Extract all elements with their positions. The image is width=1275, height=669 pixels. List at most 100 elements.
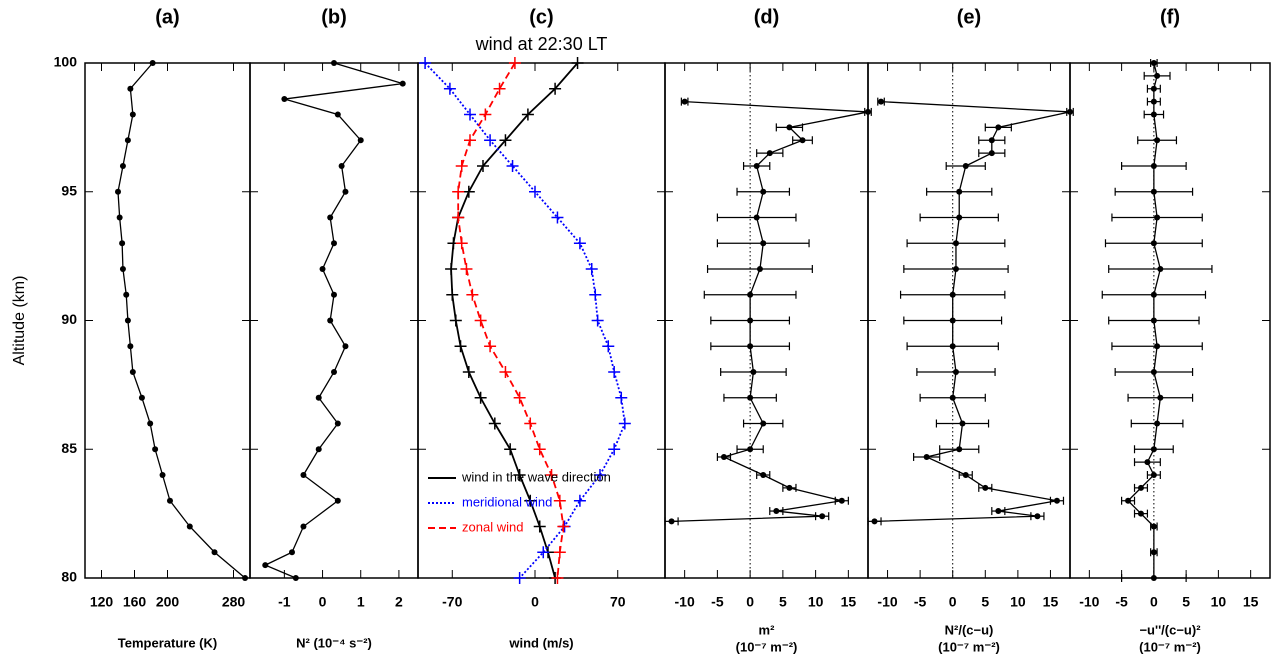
panel-subtitle: wind at 22:30 LT [475,34,608,54]
dot-marker [773,508,780,515]
plus-marker [460,263,473,275]
dot-marker [681,98,688,105]
plus-marker [594,469,606,481]
x-tick-label: 2 [395,594,403,610]
x-tick-label: 0 [746,594,754,610]
dot-marker [211,549,218,556]
dot-marker [760,240,767,247]
plus-marker [506,160,519,172]
x-tick-label: -5 [1115,594,1128,610]
dot-marker [747,291,754,298]
panel-title: (f) [1160,6,1180,28]
profile-line [457,62,565,579]
dot-marker [289,549,295,556]
dot-marker [129,111,136,118]
x-tick-label: -70 [442,594,462,610]
x-tick-label: 5 [1182,594,1190,610]
x-axis-label: m² [759,622,776,637]
x-tick-label: 5 [981,594,989,610]
plus-marker [454,340,467,353]
y-tick-label: 95 [61,182,77,198]
x-tick-label: -5 [914,594,927,610]
dot-marker [292,575,299,581]
dot-marker [747,317,754,324]
x-tick-label: 15 [841,594,857,610]
dot-marker [300,523,307,530]
dot-marker [878,98,885,105]
dot-marker [319,266,326,272]
dot-marker [923,453,930,460]
dot-marker [819,513,826,520]
plus-marker [549,82,562,95]
dot-marker [760,188,767,195]
plus-marker [618,417,631,430]
plus-marker [464,108,476,121]
dot-marker [871,518,878,525]
panel: (c) wind at 22:30 LT -70 0 70 wind (m/s) wind … [417,6,666,650]
plus-marker [455,237,468,250]
plus-marker [493,82,506,95]
dot-marker [786,124,793,131]
panel-title: (a) [155,6,179,28]
plus-marker [474,314,487,327]
dot-marker [756,266,763,272]
dot-marker [159,472,166,478]
plus-marker [443,82,456,95]
dot-marker [1034,513,1041,520]
dot-marker [1150,98,1157,105]
dot-marker [147,420,154,427]
dot-marker [399,80,406,87]
dot-marker [331,240,337,247]
x-tick-label: 10 [1010,594,1026,610]
dot-marker [1150,60,1157,66]
dot-marker [956,214,963,221]
dot-marker [959,420,966,427]
plus-marker [533,520,546,533]
y-tick-label: 85 [61,440,77,456]
x-tick-label: -1 [278,594,291,610]
dot-marker [186,523,193,530]
dot-marker [138,394,145,401]
dot-marker [1150,85,1157,92]
dot-marker [956,446,963,453]
x-tick-label: -10 [1079,594,1099,610]
plus-marker [445,263,458,275]
plus-marker [573,494,586,507]
panel-title: (b) [321,6,347,28]
dot-marker [753,163,760,169]
plus-marker [591,314,604,327]
dot-marker [166,497,173,504]
dot-marker [949,394,956,401]
panel: (f) -10 -5 0 5 10 15 −u''/(c−u)² (10⁻⁷ m⁻²) [1069,6,1271,654]
dot-marker [342,343,349,350]
plus-marker [529,185,541,198]
plus-marker [479,108,492,121]
profile-line [1127,62,1161,578]
dot-marker [838,497,845,504]
plus-marker [545,469,558,481]
dot-marker [149,60,156,66]
dot-marker [1150,523,1157,530]
dot-marker [1150,188,1157,195]
plus-marker [488,417,501,430]
dot-marker [331,291,337,298]
panel-frame [249,62,419,579]
plus-marker [521,108,534,121]
plus-marker [533,443,546,456]
dot-marker [1137,484,1144,491]
dot-marker [962,163,969,169]
plus-marker [446,288,459,301]
plus-marker [551,211,564,224]
x-tick-label: 200 [156,594,180,610]
plus-marker [553,494,566,507]
dot-marker [116,214,123,221]
x-tick-label: -10 [675,594,695,610]
dot-marker [119,163,126,169]
plus-marker [474,391,487,404]
dot-marker [1157,394,1164,401]
dot-marker [1154,72,1161,79]
x-tick-label: 10 [808,594,824,610]
dot-marker [327,317,334,324]
plus-marker [608,366,621,378]
